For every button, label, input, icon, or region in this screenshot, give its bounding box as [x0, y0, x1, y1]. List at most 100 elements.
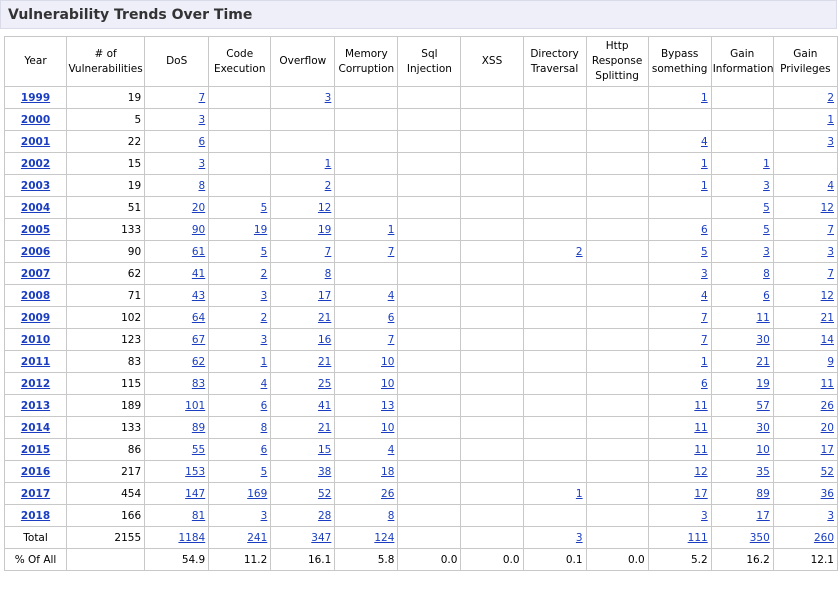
count-link[interactable]: 21 [820, 311, 834, 324]
count-link[interactable]: 1 [575, 487, 583, 500]
count-link[interactable]: 14 [820, 333, 834, 346]
count-link[interactable]: 11 [756, 311, 770, 324]
year-link[interactable]: 2011 [20, 355, 51, 368]
count-link[interactable]: 4 [387, 443, 395, 456]
count-link[interactable]: 17 [820, 443, 834, 456]
count-link[interactable]: 111 [687, 531, 708, 544]
count-link[interactable]: 1 [701, 157, 708, 170]
year-link[interactable]: 2008 [20, 289, 51, 302]
count-link[interactable]: 11 [694, 443, 708, 456]
count-link[interactable]: 3 [763, 179, 770, 192]
count-link[interactable]: 55 [191, 443, 206, 456]
count-link[interactable]: 1184 [178, 531, 206, 544]
count-link[interactable]: 12 [317, 201, 332, 214]
count-link[interactable]: 57 [756, 399, 770, 412]
count-link[interactable]: 30 [756, 421, 770, 434]
count-link[interactable]: 89 [756, 487, 770, 500]
count-link[interactable]: 9 [827, 355, 834, 368]
count-link[interactable]: 3 [763, 245, 770, 258]
count-link[interactable]: 7 [387, 245, 395, 258]
count-link[interactable]: 26 [381, 487, 395, 500]
count-link[interactable]: 3 [701, 509, 708, 522]
count-link[interactable]: 38 [317, 465, 332, 478]
count-link[interactable]: 3 [701, 267, 708, 280]
count-link[interactable]: 7 [701, 311, 708, 324]
count-link[interactable]: 90 [191, 223, 206, 236]
count-link[interactable]: 169 [247, 487, 268, 500]
count-link[interactable]: 10 [381, 421, 395, 434]
count-link[interactable]: 3 [260, 289, 268, 302]
count-link[interactable]: 1 [324, 157, 332, 170]
year-link[interactable]: 2001 [20, 135, 51, 148]
count-link[interactable]: 35 [756, 465, 770, 478]
year-link[interactable]: 2002 [20, 157, 51, 170]
count-link[interactable]: 89 [191, 421, 206, 434]
count-link[interactable]: 124 [374, 531, 395, 544]
count-link[interactable]: 3 [260, 509, 268, 522]
count-link[interactable]: 2 [260, 267, 268, 280]
count-link[interactable]: 21 [756, 355, 770, 368]
count-link[interactable]: 17 [694, 487, 708, 500]
count-link[interactable]: 11 [694, 421, 708, 434]
count-link[interactable]: 21 [317, 421, 332, 434]
year-link[interactable]: 2014 [20, 421, 51, 434]
year-link[interactable]: 2004 [20, 201, 51, 214]
count-link[interactable]: 67 [191, 333, 206, 346]
count-link[interactable]: 11 [820, 377, 834, 390]
count-link[interactable]: 347 [311, 531, 332, 544]
year-link[interactable]: 2005 [20, 223, 51, 236]
count-link[interactable]: 62 [191, 355, 206, 368]
year-link[interactable]: 2010 [20, 333, 51, 346]
count-link[interactable]: 1 [701, 355, 708, 368]
year-link[interactable]: 2000 [20, 113, 51, 126]
count-link[interactable]: 6 [701, 377, 708, 390]
year-link[interactable]: 1999 [20, 91, 51, 104]
count-link[interactable]: 3 [827, 135, 834, 148]
count-link[interactable]: 8 [324, 267, 332, 280]
count-link[interactable]: 28 [317, 509, 332, 522]
count-link[interactable]: 17 [317, 289, 332, 302]
count-link[interactable]: 147 [185, 487, 206, 500]
count-link[interactable]: 21 [317, 355, 332, 368]
count-link[interactable]: 20 [820, 421, 834, 434]
count-link[interactable]: 1 [701, 91, 708, 104]
count-link[interactable]: 3 [260, 333, 268, 346]
year-link[interactable]: 2015 [20, 443, 51, 456]
count-link[interactable]: 4 [260, 377, 268, 390]
year-link[interactable]: 2016 [20, 465, 51, 478]
count-link[interactable]: 5 [260, 465, 268, 478]
count-link[interactable]: 4 [827, 179, 834, 192]
count-link[interactable]: 19 [317, 223, 332, 236]
count-link[interactable]: 1 [387, 223, 395, 236]
count-link[interactable]: 5 [763, 201, 770, 214]
count-link[interactable]: 81 [191, 509, 206, 522]
count-link[interactable]: 52 [317, 487, 332, 500]
year-link[interactable]: 2017 [20, 487, 51, 500]
count-link[interactable]: 17 [756, 509, 770, 522]
count-link[interactable]: 4 [701, 289, 708, 302]
count-link[interactable]: 1 [763, 157, 770, 170]
count-link[interactable]: 13 [381, 399, 395, 412]
count-link[interactable]: 36 [820, 487, 834, 500]
count-link[interactable]: 101 [185, 399, 206, 412]
count-link[interactable]: 6 [260, 443, 268, 456]
count-link[interactable]: 2 [575, 245, 583, 258]
count-link[interactable]: 41 [317, 399, 332, 412]
count-link[interactable]: 52 [820, 465, 834, 478]
count-link[interactable]: 3 [198, 113, 206, 126]
count-link[interactable]: 41 [191, 267, 206, 280]
count-link[interactable]: 350 [749, 531, 770, 544]
count-link[interactable]: 12 [820, 289, 834, 302]
count-link[interactable]: 3 [198, 157, 206, 170]
count-link[interactable]: 6 [198, 135, 206, 148]
year-link[interactable]: 2012 [20, 377, 51, 390]
count-link[interactable]: 8 [387, 509, 395, 522]
count-link[interactable]: 8 [763, 267, 770, 280]
count-link[interactable]: 43 [191, 289, 206, 302]
count-link[interactable]: 4 [701, 135, 708, 148]
year-link[interactable]: 2009 [20, 311, 51, 324]
count-link[interactable]: 3 [827, 245, 834, 258]
count-link[interactable]: 4 [387, 289, 395, 302]
count-link[interactable]: 1 [827, 113, 834, 126]
count-link[interactable]: 12 [694, 465, 708, 478]
